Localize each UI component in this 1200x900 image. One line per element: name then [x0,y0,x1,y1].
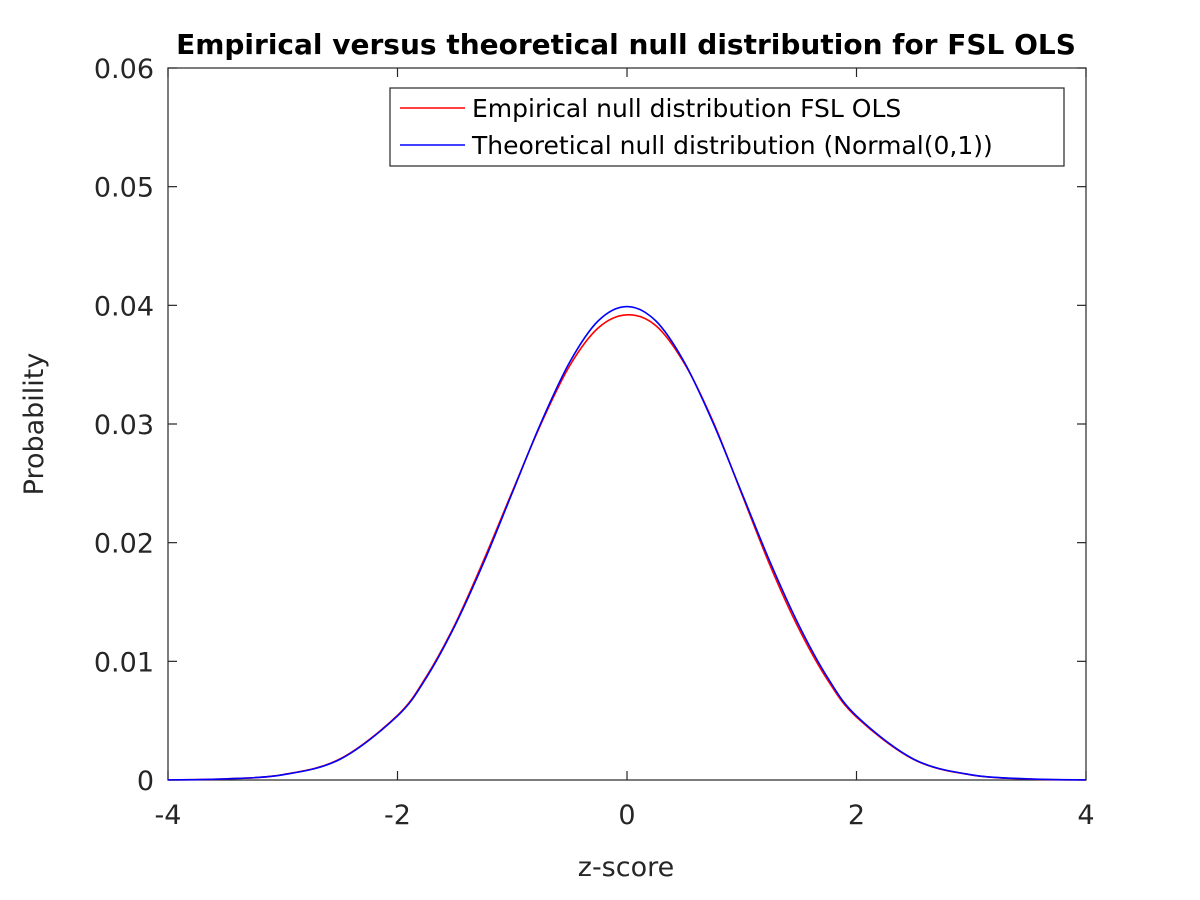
x-axis-label: z-score [578,852,674,883]
x-tick-label: 2 [848,800,865,831]
y-tick-label: 0.06 [94,54,154,85]
chart-title: Empirical versus theoretical null distri… [176,28,1076,61]
x-tick-label: -4 [155,800,182,831]
series-layer [167,305,1087,781]
legend: Empirical null distribution FSL OLS Theo… [389,87,1065,167]
y-tick-label: 0.01 [94,647,154,678]
y-tick-label: 0.05 [94,173,154,204]
x-tick-label: -2 [384,800,411,831]
legend-label-theoretical: Theoretical null distribution (Normal(0,… [471,131,993,160]
x-tick-label: 4 [1077,800,1094,831]
y-tick-label: 0.02 [94,529,154,560]
series-line-theoretical [167,305,1087,781]
y-tick-label: 0.04 [94,291,154,322]
y-axis-label: Probability [19,353,50,496]
y-tick-label: 0 [137,766,154,797]
x-tick-label: 0 [618,800,635,831]
plot-area [167,67,1087,781]
x-axis: -4 -2 0 2 4 [155,68,1095,831]
y-tick-label: 0.03 [94,410,154,441]
legend-label-empirical: Empirical null distribution FSL OLS [472,94,901,123]
legend-box [389,87,1065,167]
